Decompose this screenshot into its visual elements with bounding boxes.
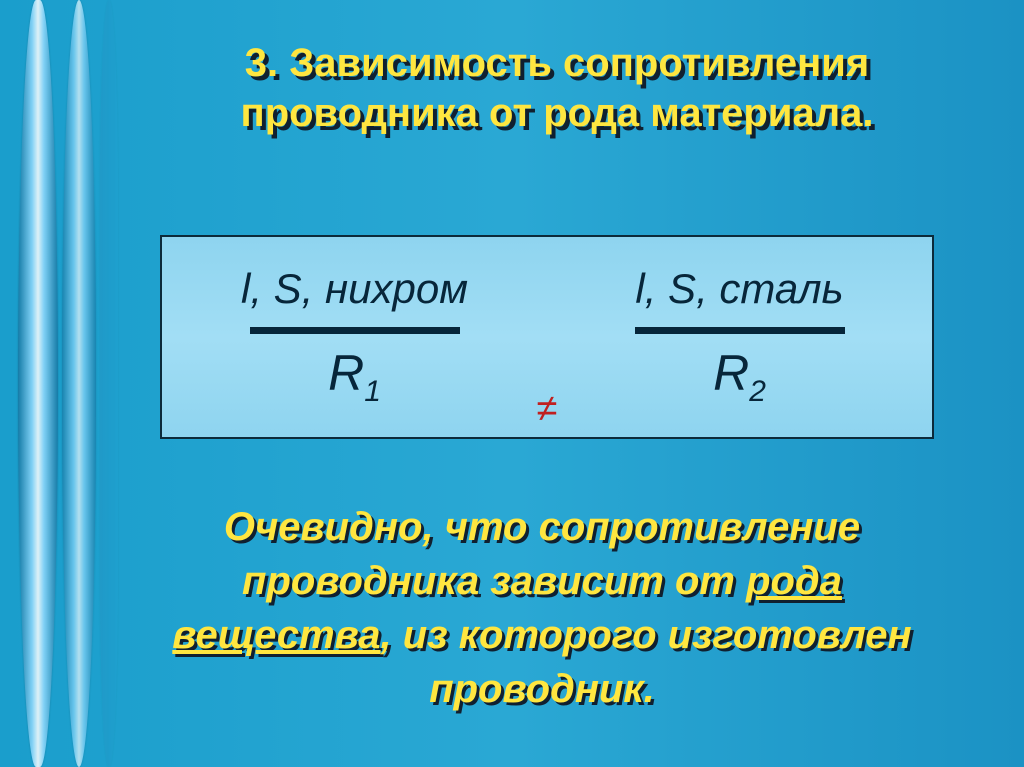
conductor-left: l, S, нихром R1 — [162, 265, 547, 409]
slide: 3. Зависимость сопротивления проводника … — [0, 0, 1024, 767]
slide-title: 3. Зависимость сопротивления проводника … — [120, 38, 994, 138]
left-r-sub: 1 — [364, 375, 381, 408]
right-wire-icon — [635, 327, 845, 334]
right-r-base: R — [713, 345, 749, 401]
decor-pillar-shadow — [100, 0, 118, 767]
not-equal-sign: ≠ — [537, 388, 558, 431]
left-material-label: l, S, нихром — [241, 265, 468, 313]
conclusion-post: , из которого изготовлен проводник. — [381, 613, 912, 711]
title-line2: проводника от рода материала. — [241, 88, 874, 138]
left-r-base: R — [328, 345, 364, 401]
conductor-right: l, S, сталь R2 — [547, 265, 932, 409]
conclusion-text: Очевидно, что сопротивление проводника з… — [172, 505, 911, 711]
right-r-sub: 2 — [749, 375, 766, 408]
diagram-box: l, S, нихром R1 l, S, сталь R2 ≠ — [160, 235, 934, 439]
right-resistance-label: R2 — [713, 344, 766, 409]
title-line1: 3. Зависимость сопротивления — [245, 38, 869, 88]
left-resistance-label: R1 — [328, 344, 381, 409]
decor-pillar-mid — [62, 0, 96, 767]
right-material-label: l, S, сталь — [635, 265, 843, 313]
decor-pillar-left — [18, 0, 58, 767]
content-area: 3. Зависимость сопротивления проводника … — [120, 30, 994, 737]
conclusion: Очевидно, что сопротивление проводника з… — [130, 500, 954, 716]
left-wire-icon — [250, 327, 460, 334]
